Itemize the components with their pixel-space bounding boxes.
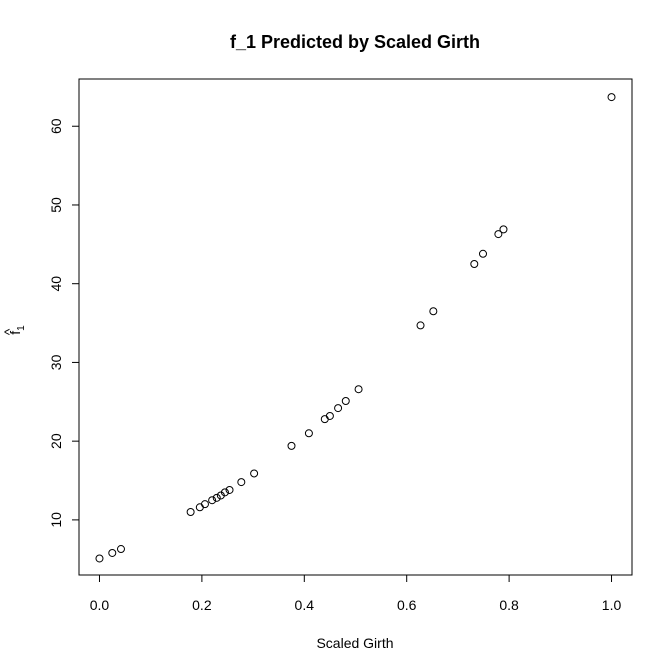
y-axis: 10 20 30 40 50 60 xyxy=(48,118,80,528)
data-point xyxy=(304,429,313,438)
data-point xyxy=(354,385,363,394)
data-point xyxy=(200,500,209,509)
data-point xyxy=(212,493,221,502)
y-axis-label: f1 ^ xyxy=(1,325,27,335)
x-tick-label: 1.0 xyxy=(602,597,622,613)
svg-text:f1: f1 xyxy=(7,325,27,335)
data-point xyxy=(429,307,438,316)
x-tick-label: 0.2 xyxy=(192,597,212,613)
x-tick-label: 0.4 xyxy=(295,597,315,613)
plot-frame xyxy=(78,78,633,576)
data-point xyxy=(108,548,117,557)
x-axis-label: Scaled Girth xyxy=(316,635,393,651)
chart-title: f_1 Predicted by Scaled Girth xyxy=(230,32,480,52)
y-tick-label: 10 xyxy=(48,512,64,528)
data-point xyxy=(208,496,217,505)
y-tick-label: 30 xyxy=(48,354,64,370)
y-tick-label: 50 xyxy=(48,197,64,213)
data-point xyxy=(250,469,259,478)
data-point xyxy=(220,488,229,497)
data-point xyxy=(95,554,104,563)
data-point xyxy=(478,249,487,258)
x-tick-label: 0.8 xyxy=(499,597,519,613)
data-point xyxy=(225,485,234,494)
x-tick-label: 0.6 xyxy=(397,597,417,613)
data-point xyxy=(607,93,616,102)
x-axis: 0.0 0.2 0.4 0.6 0.8 1.0 xyxy=(90,574,622,613)
y-axis-label-sub: 1 xyxy=(16,325,27,331)
data-point xyxy=(320,415,329,424)
data-point xyxy=(116,545,125,554)
y-axis-label-base: f xyxy=(7,331,23,335)
data-point xyxy=(325,411,334,420)
data-point xyxy=(499,225,508,234)
data-point xyxy=(237,478,246,487)
data-point xyxy=(341,397,350,406)
data-point xyxy=(186,508,195,517)
data-point xyxy=(416,321,425,330)
data-point xyxy=(287,441,296,450)
y-tick-label: 40 xyxy=(48,276,64,292)
data-point xyxy=(494,230,503,239)
y-tick-label: 20 xyxy=(48,433,64,449)
data-point xyxy=(470,260,479,269)
data-point xyxy=(334,404,343,413)
y-axis-label-hat: ^ xyxy=(1,328,17,335)
x-tick-label: 0.0 xyxy=(90,597,110,613)
data-points xyxy=(95,93,616,563)
y-tick-label: 60 xyxy=(48,118,64,134)
data-point xyxy=(195,503,204,512)
